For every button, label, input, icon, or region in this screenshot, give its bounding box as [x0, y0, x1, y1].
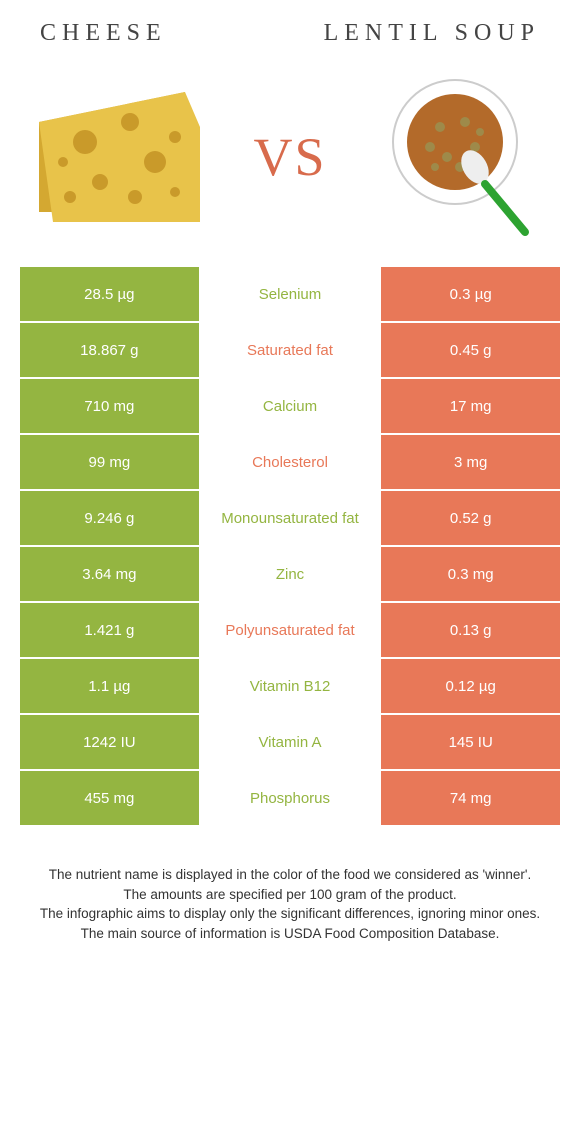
left-value: 18.867 g — [20, 323, 199, 377]
right-value: 145 IU — [381, 715, 560, 769]
table-row: 710 mgCalcium17 mg — [20, 379, 560, 433]
nutrient-label: Cholesterol — [201, 435, 380, 489]
table-row: 1.1 µgVitamin B120.12 µg — [20, 659, 560, 713]
footer-line: The nutrient name is displayed in the co… — [30, 865, 550, 885]
table-row: 99 mgCholesterol3 mg — [20, 435, 560, 489]
nutrient-label: Calcium — [201, 379, 380, 433]
nutrient-label: Phosphorus — [201, 771, 380, 825]
right-value: 0.13 g — [381, 603, 560, 657]
nutrient-label: Polyunsaturated fat — [201, 603, 380, 657]
nutrient-label: Selenium — [201, 267, 380, 321]
table-row: 455 mgPhosphorus74 mg — [20, 771, 560, 825]
hero: VS — [20, 57, 560, 267]
cheese-image — [30, 77, 210, 237]
left-value: 3.64 mg — [20, 547, 199, 601]
header-left-title: Cheese — [40, 20, 167, 47]
right-value: 17 mg — [381, 379, 560, 433]
right-value: 0.45 g — [381, 323, 560, 377]
right-value: 3 mg — [381, 435, 560, 489]
table-row: 28.5 µgSelenium0.3 µg — [20, 267, 560, 321]
table-row: 3.64 mgZinc0.3 mg — [20, 547, 560, 601]
footer-line: The main source of information is USDA F… — [30, 924, 550, 944]
left-value: 710 mg — [20, 379, 199, 433]
infographic-root: Cheese Lentil soup VS — [0, 0, 580, 983]
left-value: 455 mg — [20, 771, 199, 825]
left-value: 1.421 g — [20, 603, 199, 657]
table-row: 9.246 gMonounsaturated fat0.52 g — [20, 491, 560, 545]
right-value: 0.12 µg — [381, 659, 560, 713]
nutrient-label: Saturated fat — [201, 323, 380, 377]
nutrient-label: Zinc — [201, 547, 380, 601]
left-value: 9.246 g — [20, 491, 199, 545]
nutrient-label: Vitamin B12 — [201, 659, 380, 713]
left-value: 1.1 µg — [20, 659, 199, 713]
nutrient-label: Vitamin A — [201, 715, 380, 769]
soup-icon — [375, 72, 545, 242]
cheese-icon — [35, 82, 205, 232]
right-value: 74 mg — [381, 771, 560, 825]
nutrient-label: Monounsaturated fat — [201, 491, 380, 545]
soup-image — [370, 77, 550, 237]
left-value: 1242 IU — [20, 715, 199, 769]
table-row: 1.421 gPolyunsaturated fat0.13 g — [20, 603, 560, 657]
right-value: 0.3 µg — [381, 267, 560, 321]
vs-label: VS — [253, 126, 326, 188]
header: Cheese Lentil soup — [20, 20, 560, 57]
left-value: 28.5 µg — [20, 267, 199, 321]
comparison-table: 28.5 µgSelenium0.3 µg18.867 gSaturated f… — [20, 267, 560, 825]
header-right-title: Lentil soup — [324, 20, 540, 47]
table-row: 1242 IUVitamin A145 IU — [20, 715, 560, 769]
right-value: 0.52 g — [381, 491, 560, 545]
footer-line: The amounts are specified per 100 gram o… — [30, 885, 550, 905]
footer-line: The infographic aims to display only the… — [30, 904, 550, 924]
table-row: 18.867 gSaturated fat0.45 g — [20, 323, 560, 377]
left-value: 99 mg — [20, 435, 199, 489]
footer: The nutrient name is displayed in the co… — [20, 825, 560, 943]
right-value: 0.3 mg — [381, 547, 560, 601]
